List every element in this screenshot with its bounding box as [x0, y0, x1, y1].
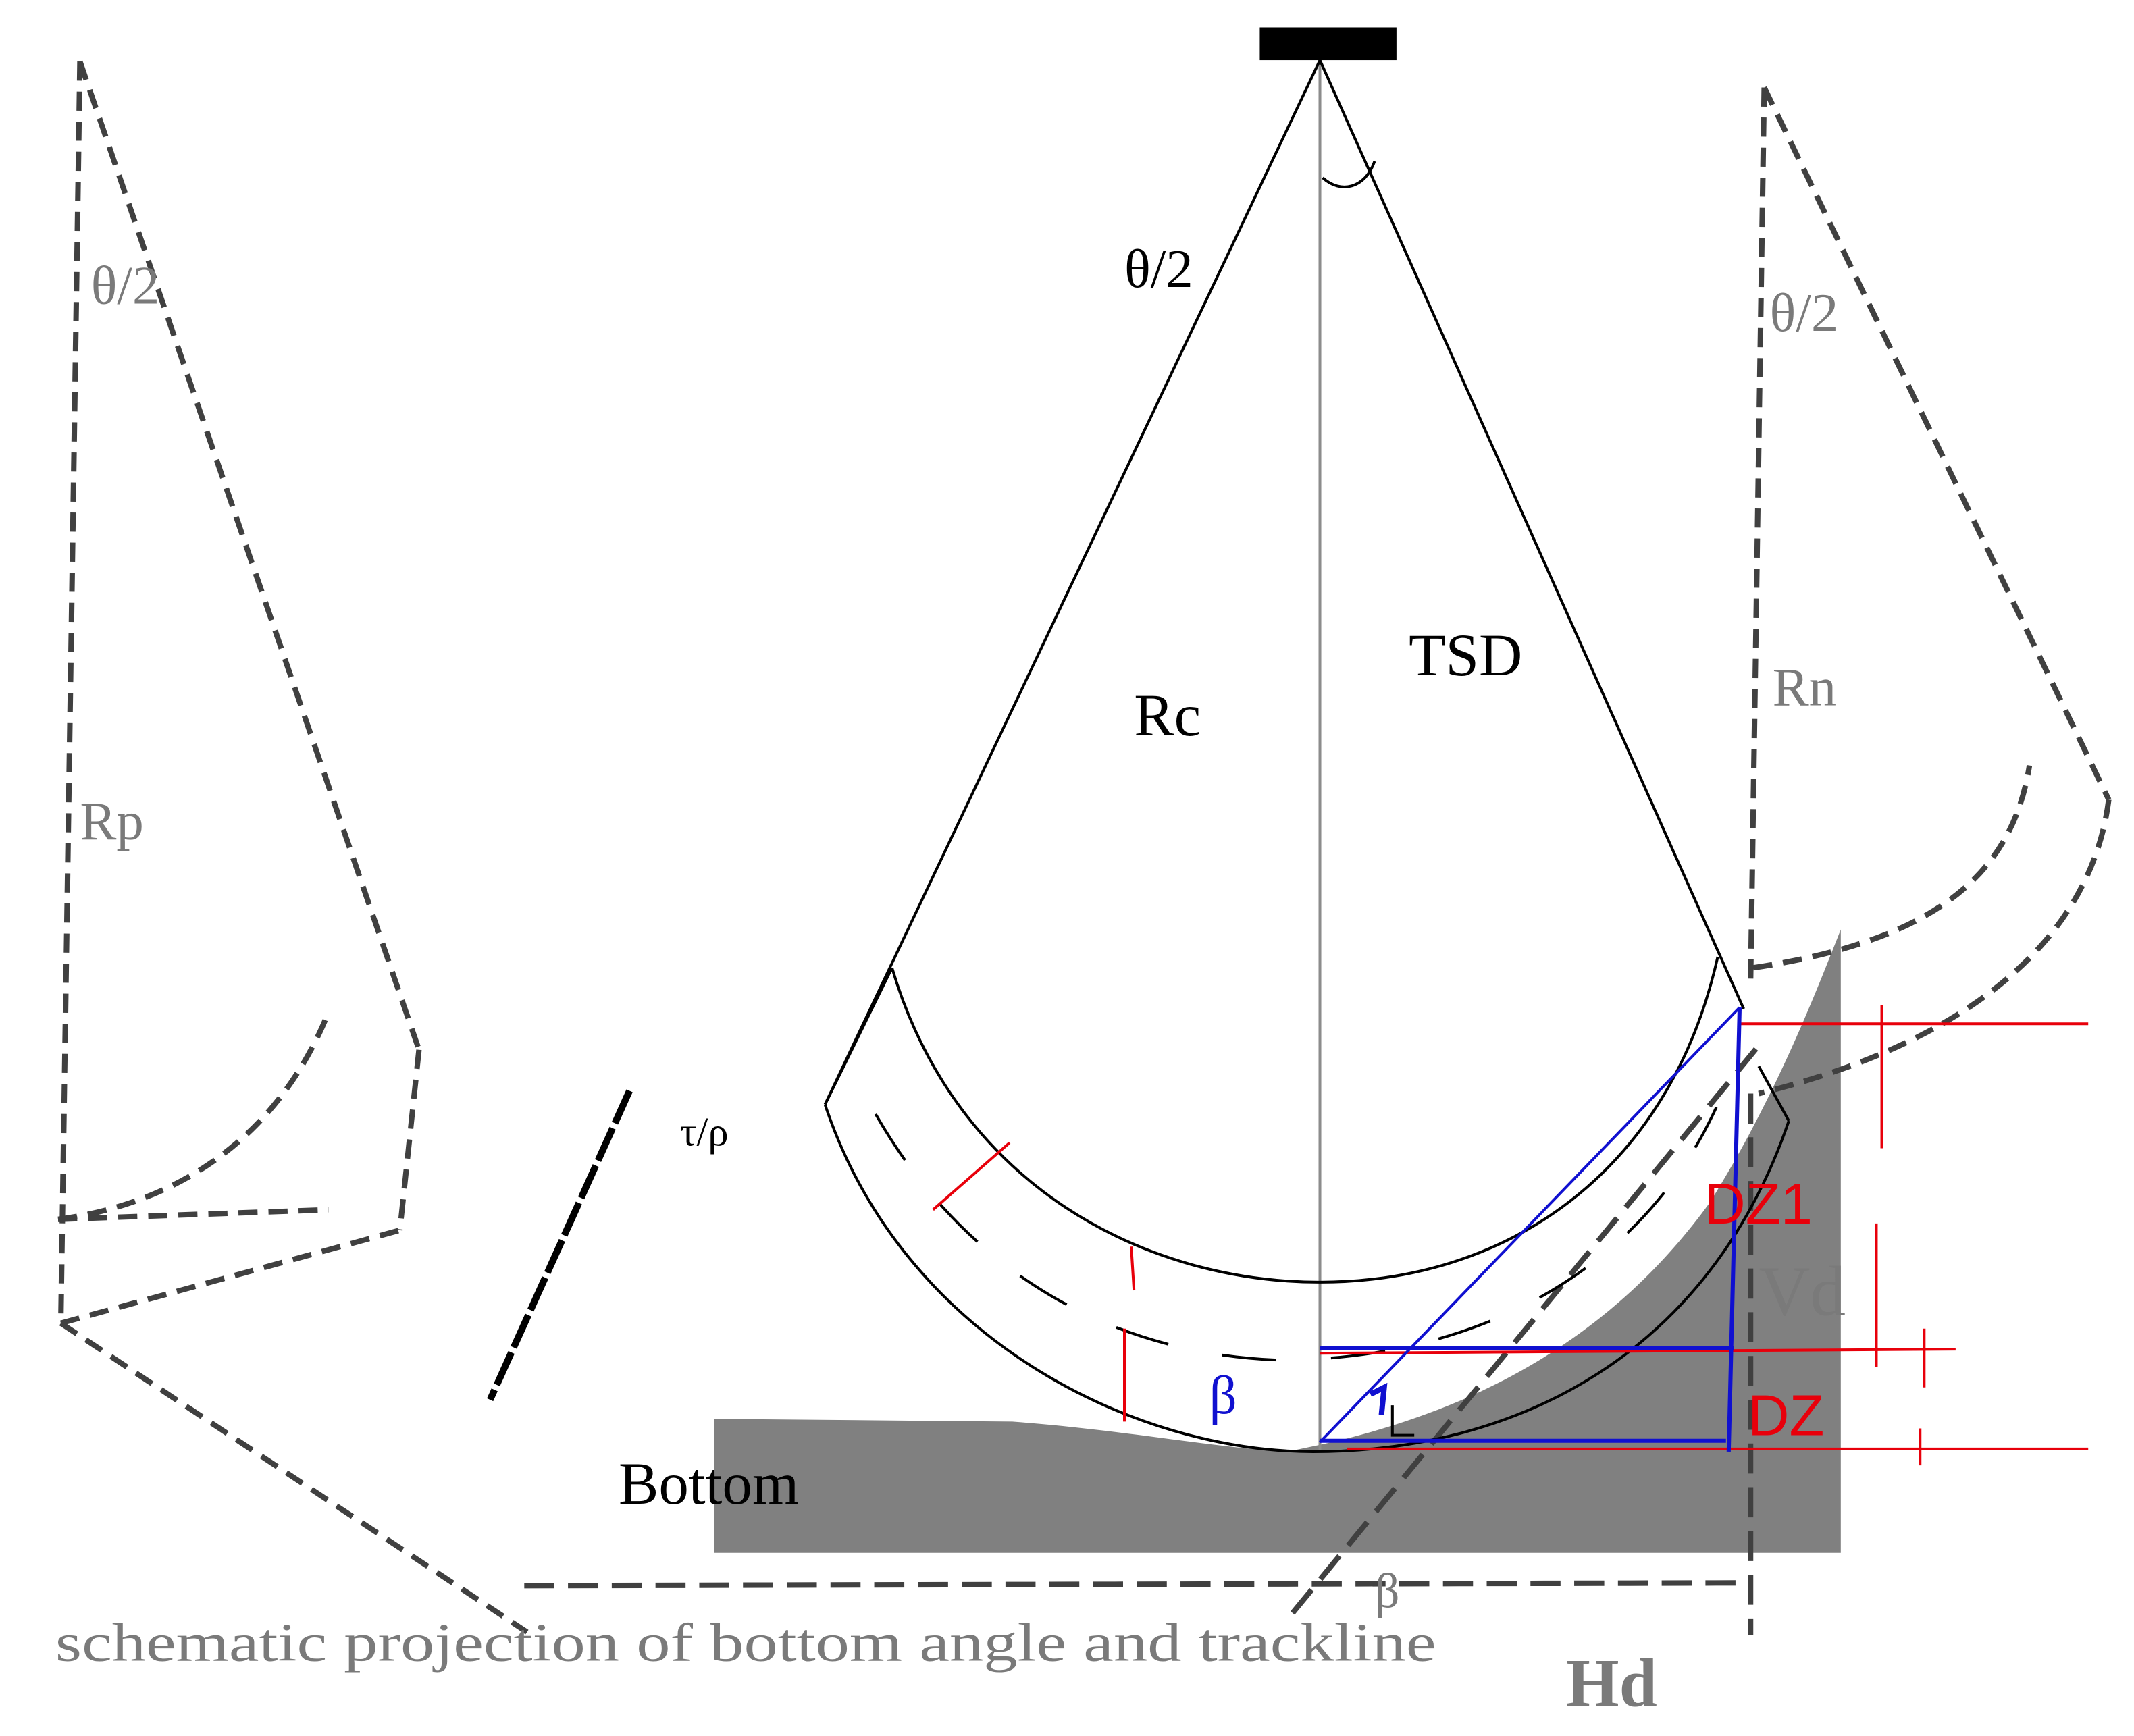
dz-label: DZ: [1748, 1384, 1824, 1448]
theta-center-label: θ/2: [1124, 238, 1193, 299]
angle-arc: [1322, 161, 1376, 188]
seabed-fill: [714, 929, 1841, 1553]
tilted-trackline-segment: [487, 1089, 633, 1402]
rp-label: Rp: [80, 791, 144, 851]
outer-range-arc: [823, 1104, 1790, 1453]
left-cut-edge: [823, 967, 893, 1105]
right-cone-vertical: [1748, 87, 1767, 984]
hd-label: Hd: [1566, 1645, 1657, 1720]
mid-dashed-arc: [874, 1106, 1718, 1362]
right-beam-edge: [1318, 59, 1745, 1009]
left-cone-bottom-edge: [59, 1228, 401, 1326]
blue-hypotenuse: [1319, 1006, 1741, 1444]
right-cone-outer-arc: [1758, 799, 2112, 1097]
red-mid-horizontal: [1320, 1348, 1956, 1355]
transducer: [1259, 27, 1397, 61]
caption: schematic projection of bottom angle and…: [55, 1612, 1436, 1673]
left-projected-cone: [57, 60, 529, 1635]
red-tick-small: [1130, 1246, 1136, 1291]
left-long-diagonal: [59, 1321, 529, 1635]
left-cone-vertical: [57, 61, 83, 1323]
rc-label: Rc: [1134, 683, 1201, 749]
red-dimensions: [932, 1004, 2089, 1466]
beta-bottom-label: β: [1374, 1564, 1399, 1619]
left-beam-edge: [823, 59, 1322, 1105]
theta-right-label: θ/2: [1770, 282, 1839, 343]
left-cone-arc: [57, 1010, 332, 1222]
right-cone-slant: [1761, 86, 2112, 801]
right-angle-marker: [1390, 1405, 1415, 1437]
tsd-label: TSD: [1409, 623, 1522, 689]
beta-blue-label: β: [1209, 1365, 1237, 1425]
blue-angle-mark: [1369, 1382, 1388, 1415]
partial-theta-label: τ/ρ: [680, 1109, 729, 1155]
main-beam-cone: [823, 27, 1790, 1453]
seabed: [714, 929, 1841, 1553]
red-radial-tick: [932, 1141, 1011, 1211]
rn-label: Rn: [1773, 657, 1837, 718]
baseline-horizontal: [524, 1580, 1751, 1589]
right-cone-inner-arc: [1752, 765, 2033, 971]
dz1-label: DZ1: [1704, 1172, 1813, 1236]
projected-baseline: [524, 1036, 1767, 1635]
blue-construction: [1319, 1006, 1742, 1452]
inner-range-arc: [890, 956, 1719, 1284]
bottom-label: Bottom: [619, 1451, 799, 1517]
right-projected-cone: [1748, 86, 2112, 1097]
vd-label: Vd: [1759, 1251, 1846, 1330]
left-cone-slant: [77, 60, 422, 1051]
theta-left-label: θ/2: [91, 255, 160, 315]
left-cone-inner-edge: [57, 1207, 329, 1222]
blue-vertical: [1726, 1007, 1742, 1452]
right-cut-edge: [1757, 1066, 1790, 1122]
labels: θ/2 θ/2 θ/2 Rp Rc TSD Rn DZ1 Vd DZ β β B…: [55, 238, 1846, 1720]
trackline-diagonal: [1290, 1036, 1767, 1615]
left-cone-right-edge: [397, 1049, 422, 1231]
